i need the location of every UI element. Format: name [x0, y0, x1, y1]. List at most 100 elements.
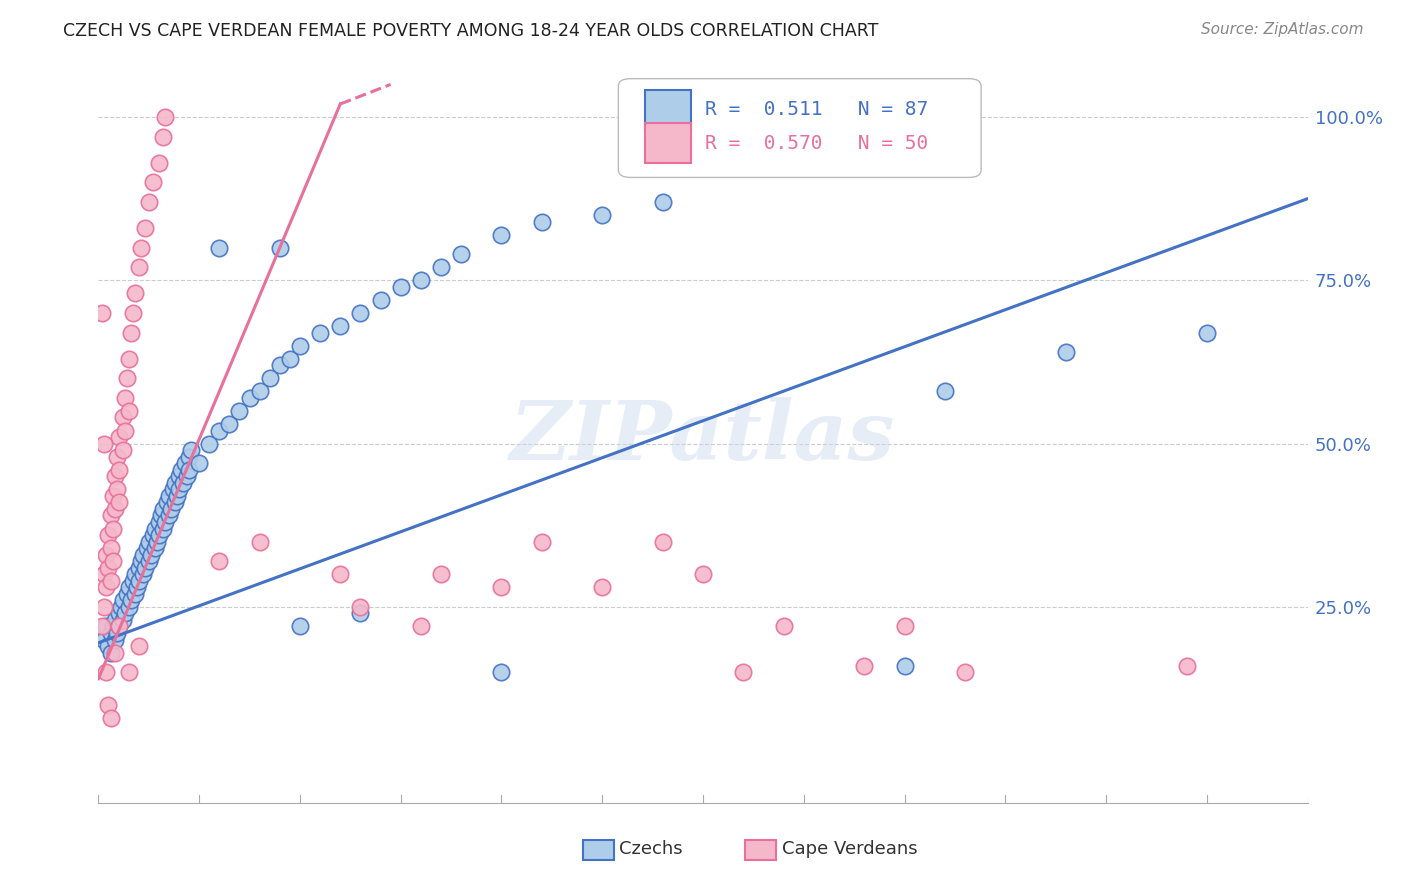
Point — [146, 534, 169, 549]
Point — [118, 665, 141, 680]
Point — [129, 554, 152, 568]
Point — [269, 358, 291, 372]
Point — [124, 286, 146, 301]
Point — [162, 483, 184, 497]
Point — [107, 463, 129, 477]
Point — [349, 599, 371, 614]
Point — [152, 129, 174, 144]
Point — [142, 528, 165, 542]
Point — [121, 306, 143, 320]
Point — [259, 371, 281, 385]
Point — [115, 587, 138, 601]
Point — [157, 508, 180, 523]
Point — [111, 443, 134, 458]
Point — [107, 430, 129, 444]
Point — [96, 548, 118, 562]
Point — [149, 508, 172, 523]
Point — [134, 221, 156, 235]
Point — [91, 306, 114, 320]
Text: Czechs: Czechs — [619, 840, 682, 858]
Point — [249, 534, 271, 549]
Point — [208, 554, 231, 568]
Point — [100, 711, 122, 725]
Point — [138, 554, 160, 568]
Point — [156, 495, 179, 509]
Text: 0.0%: 0.0% — [98, 890, 143, 892]
Point — [491, 227, 513, 242]
Point — [107, 619, 129, 633]
Point — [269, 241, 291, 255]
Point — [93, 599, 115, 614]
Point — [174, 456, 197, 470]
Point — [93, 632, 115, 647]
Point — [114, 391, 136, 405]
Point — [349, 306, 371, 320]
Point — [124, 567, 146, 582]
Point — [97, 698, 120, 712]
Point — [389, 280, 412, 294]
Point — [103, 502, 125, 516]
Text: R =  0.570   N = 50: R = 0.570 N = 50 — [706, 134, 929, 153]
Text: CZECH VS CAPE VERDEAN FEMALE POVERTY AMONG 18-24 YEAR OLDS CORRELATION CHART: CZECH VS CAPE VERDEAN FEMALE POVERTY AMO… — [63, 22, 879, 40]
Point — [152, 521, 174, 535]
Point — [111, 593, 134, 607]
Point — [157, 489, 180, 503]
Point — [430, 567, 453, 582]
Point — [128, 639, 150, 653]
Point — [138, 534, 160, 549]
Point — [733, 665, 755, 680]
Point — [134, 560, 156, 574]
Point — [114, 424, 136, 438]
Point — [188, 456, 211, 470]
Point — [100, 574, 122, 588]
Point — [120, 593, 142, 607]
Point — [591, 208, 613, 222]
Text: Source: ZipAtlas.com: Source: ZipAtlas.com — [1201, 22, 1364, 37]
Point — [288, 619, 311, 633]
Point — [530, 534, 553, 549]
Point — [148, 515, 170, 529]
Point — [163, 495, 186, 509]
Point — [125, 580, 148, 594]
Point — [167, 483, 190, 497]
Point — [218, 417, 240, 431]
Text: Cape Verdeans: Cape Verdeans — [782, 840, 917, 858]
Point — [409, 273, 432, 287]
Point — [208, 241, 231, 255]
Point — [96, 665, 118, 680]
Point — [120, 326, 142, 340]
Point — [100, 541, 122, 555]
Point — [100, 646, 122, 660]
Point — [208, 424, 231, 438]
Point — [591, 580, 613, 594]
Point — [103, 469, 125, 483]
Point — [142, 175, 165, 189]
FancyBboxPatch shape — [645, 122, 690, 163]
Point — [288, 339, 311, 353]
Point — [111, 613, 134, 627]
Point — [107, 607, 129, 621]
Point — [651, 534, 673, 549]
Point — [278, 351, 301, 366]
Point — [1195, 326, 1218, 340]
Point — [179, 463, 201, 477]
Point — [118, 351, 141, 366]
Point — [121, 574, 143, 588]
Point — [153, 515, 176, 529]
Point — [96, 619, 118, 633]
Point — [249, 384, 271, 399]
Point — [103, 632, 125, 647]
Point — [101, 521, 124, 535]
Point — [166, 489, 188, 503]
Point — [148, 155, 170, 169]
Point — [228, 404, 250, 418]
Point — [101, 619, 124, 633]
Point — [143, 521, 166, 535]
Point — [97, 528, 120, 542]
Point — [651, 194, 673, 209]
Point — [198, 436, 221, 450]
Point — [180, 443, 202, 458]
Point — [893, 658, 915, 673]
Point — [118, 404, 141, 418]
Point — [91, 619, 114, 633]
